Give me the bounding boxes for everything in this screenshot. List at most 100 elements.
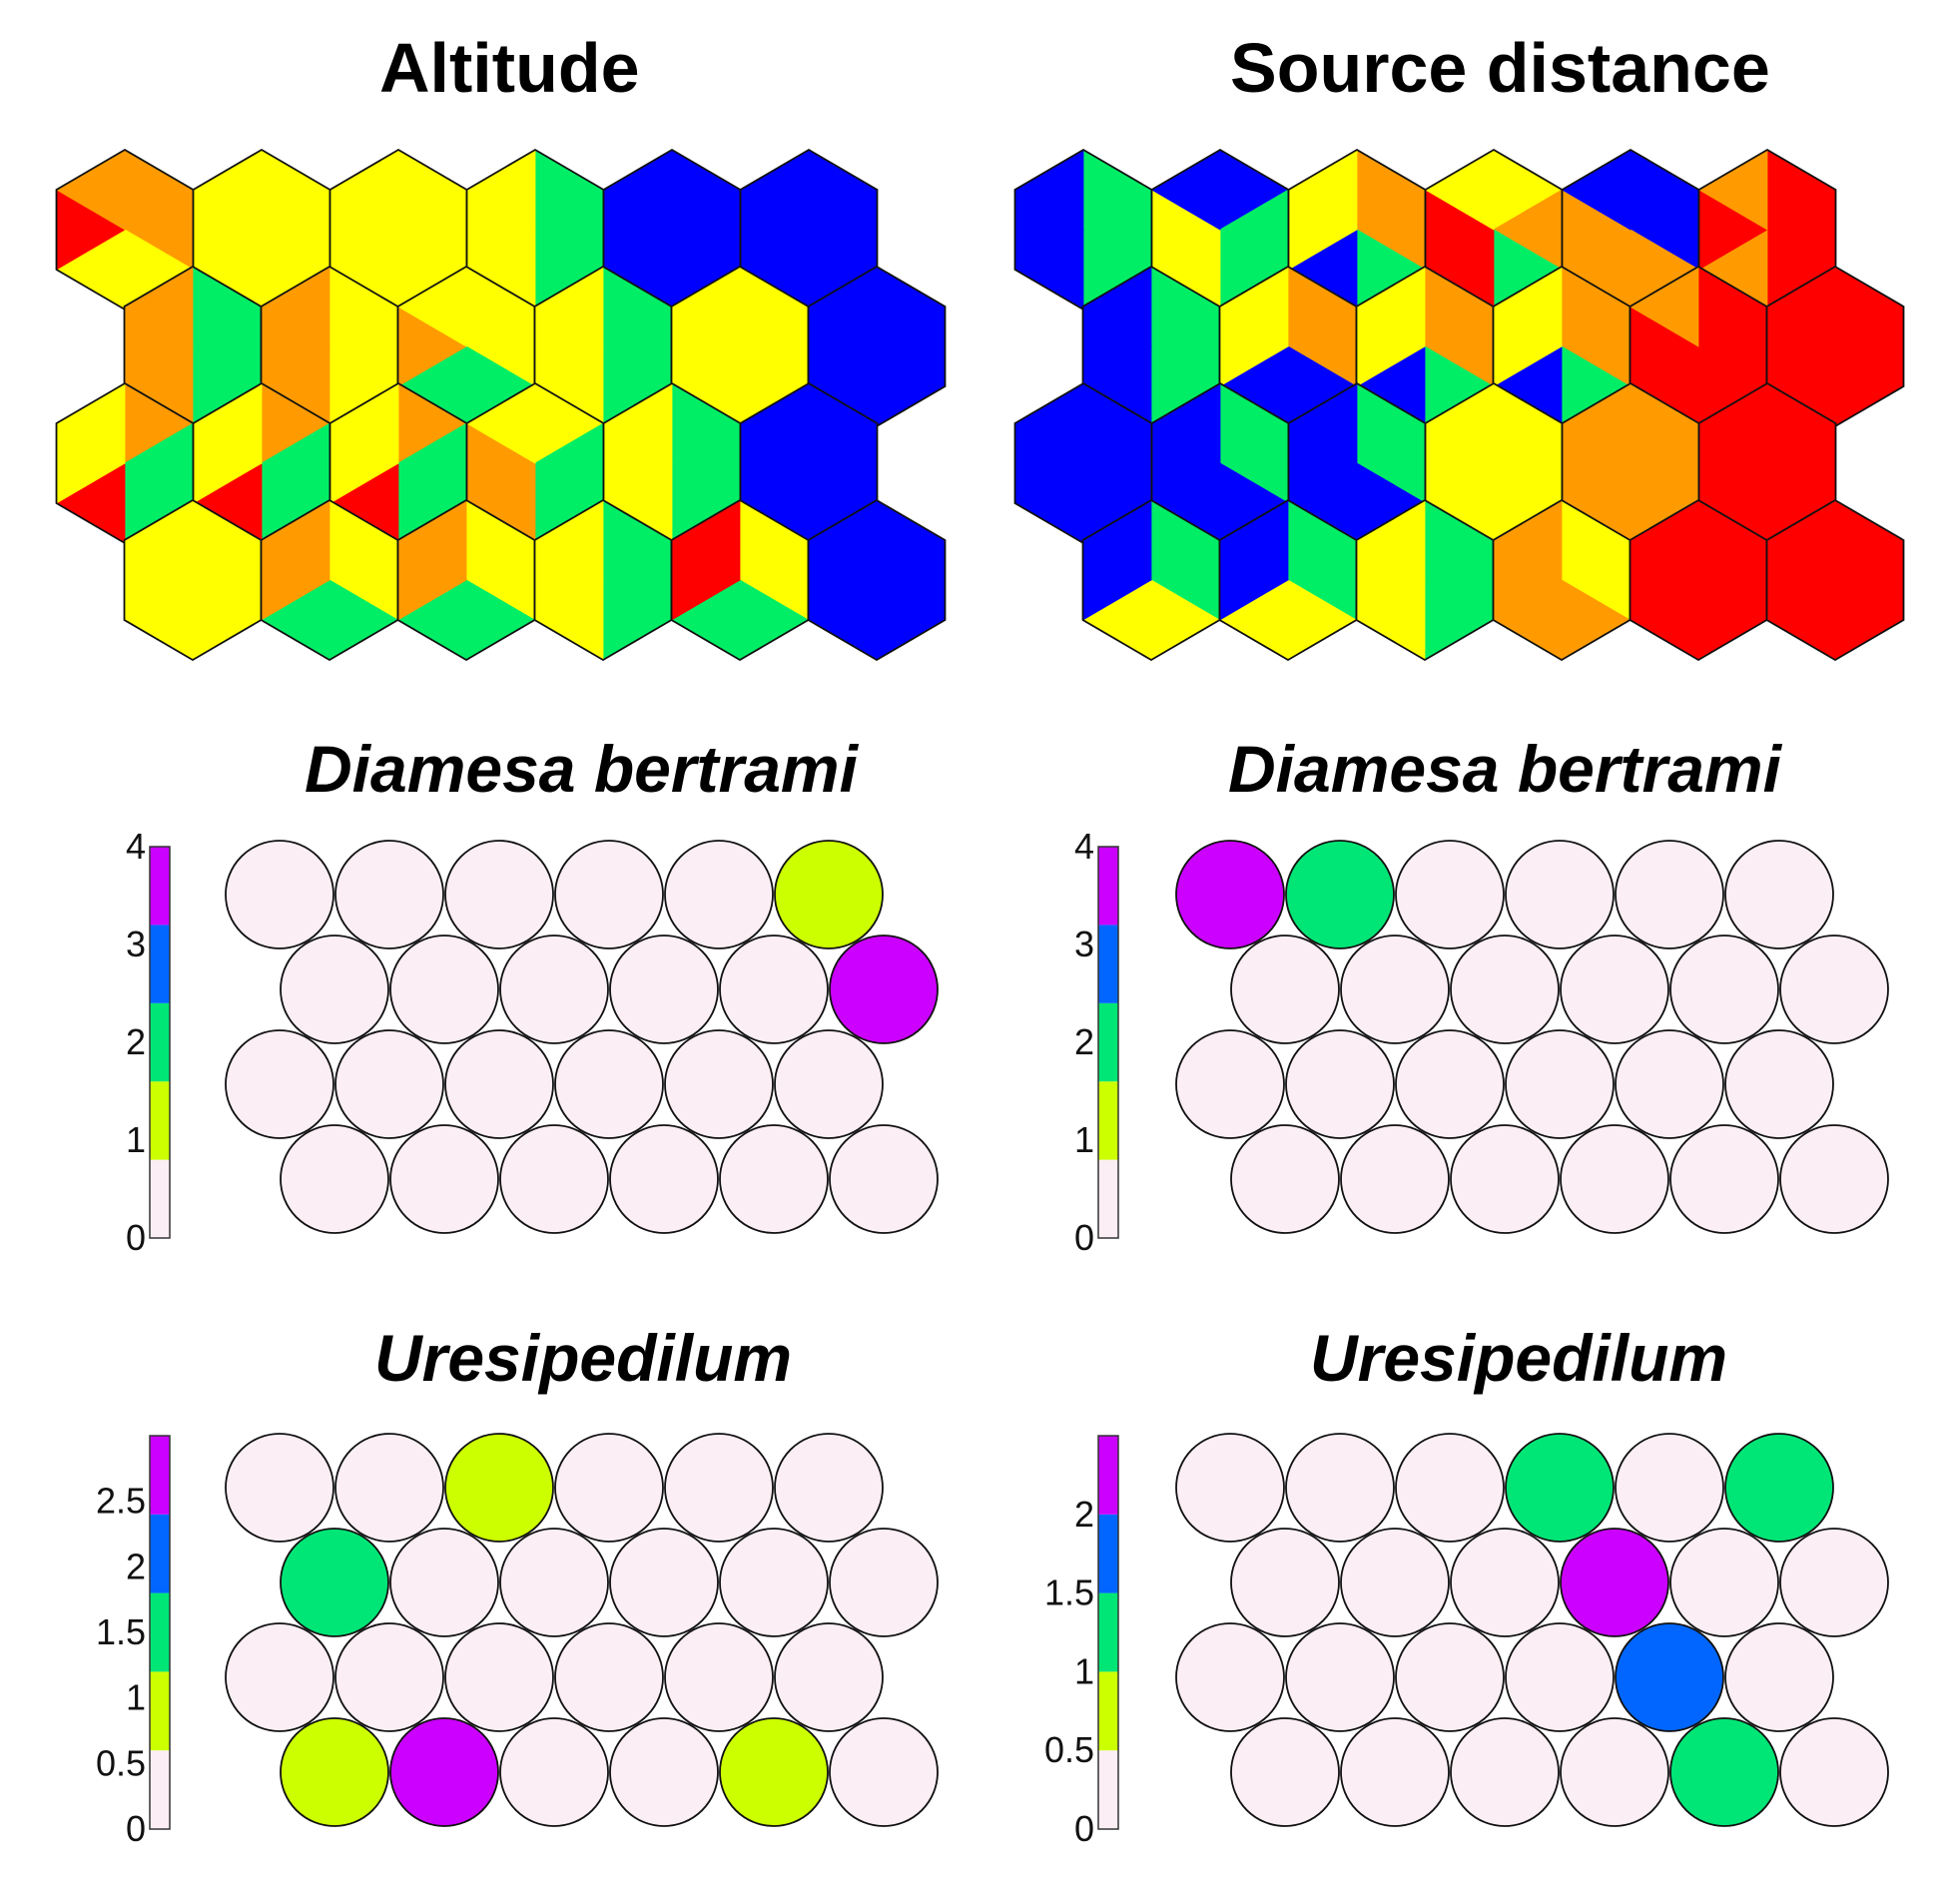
node-circle	[1560, 1124, 1669, 1234]
node-circle	[334, 1622, 444, 1732]
node-circle	[225, 1622, 334, 1732]
node-circle	[1285, 840, 1395, 949]
node-circle	[1175, 1622, 1285, 1732]
colorbar-tick-label: 0.5	[96, 1742, 146, 1783]
colorbar-segment	[150, 1159, 170, 1238]
node-circle	[1395, 1622, 1505, 1732]
hex-cell	[1697, 381, 1837, 545]
node-circle	[609, 1717, 719, 1827]
node-circle	[1724, 840, 1834, 949]
hex-cell	[602, 381, 742, 545]
colorbar-tick-label: 0	[1074, 1217, 1094, 1258]
node-circle	[609, 1528, 719, 1637]
node-circle	[1779, 1528, 1889, 1637]
node-circle	[1340, 935, 1450, 1044]
colorbar-frame	[1097, 1435, 1119, 1830]
hex-cell	[1013, 381, 1153, 545]
colorbar-segment	[150, 925, 170, 1003]
node-circle	[1395, 840, 1505, 949]
diamesa-distance-title: Diamesa bertrami	[1228, 732, 1781, 806]
node-circle	[334, 1029, 444, 1139]
colorbar-tick-label: 1.5	[96, 1611, 146, 1652]
hex-cell	[1355, 265, 1495, 428]
colorbar-tick-label: 1	[126, 1119, 146, 1160]
node-circle	[1779, 1124, 1889, 1234]
node-circle	[334, 840, 444, 949]
colorbar-tick-label: 2	[126, 1021, 146, 1062]
node-circle	[280, 935, 389, 1044]
hex-cell	[1218, 498, 1358, 662]
colorbar-tick-label: 3	[1074, 924, 1094, 964]
colorbar-segment	[150, 1592, 170, 1672]
node-circle	[554, 840, 664, 949]
colorbar-tick-label: 0	[126, 1217, 146, 1258]
colorbar-segment	[1098, 847, 1118, 926]
node-circle	[664, 1029, 774, 1139]
node-circle	[1450, 1124, 1560, 1234]
node-circle	[609, 1124, 719, 1234]
hex-cell	[1492, 265, 1632, 428]
colorbar-tick-label: 3	[126, 924, 146, 964]
node-circle	[1505, 1029, 1615, 1139]
colorbar-tick-label: 0.5	[1044, 1729, 1094, 1770]
hex-cell	[1081, 265, 1221, 428]
node-circle	[444, 1433, 554, 1543]
hex-cell	[396, 265, 536, 428]
hex-cell	[1218, 265, 1358, 428]
hex-cell	[1629, 498, 1768, 662]
node-circle	[1560, 1717, 1669, 1827]
node-circle	[1669, 1124, 1779, 1234]
node-circle	[1505, 1433, 1615, 1543]
hex-cell	[1355, 498, 1495, 662]
colorbar-segment	[1098, 1750, 1118, 1829]
colorbar-tick-label: 2.5	[96, 1481, 146, 1522]
node-circle	[1340, 1124, 1450, 1234]
hex-cell	[1150, 381, 1290, 545]
hex-cell	[602, 148, 742, 312]
hex-cell	[533, 265, 673, 428]
hex-cell	[1287, 148, 1427, 312]
node-circle	[664, 1433, 774, 1543]
colorbar-tick-label: 2	[126, 1546, 146, 1586]
colorbar-segment	[1098, 1081, 1118, 1160]
node-circle	[1230, 1124, 1340, 1234]
colorbar-segment	[150, 1750, 170, 1829]
hex-outline	[1765, 498, 1905, 662]
node-circle	[1669, 935, 1779, 1044]
node-circle	[1285, 1029, 1395, 1139]
node-circle	[499, 935, 609, 1044]
colorbar-tick-label: 2	[1074, 1021, 1094, 1062]
node-circle	[719, 1717, 829, 1827]
colorbar-tick-label: 1	[1074, 1650, 1094, 1691]
node-circle	[1724, 1433, 1834, 1543]
hex-cell	[1561, 381, 1700, 545]
node-circle	[225, 1433, 334, 1543]
node-circle	[829, 935, 939, 1044]
hex-cell	[1081, 498, 1221, 662]
hex-cell	[807, 265, 947, 428]
node-circle	[1560, 1528, 1669, 1637]
node-circle	[1560, 935, 1669, 1044]
hex-cell	[1697, 148, 1837, 312]
node-circle	[1505, 840, 1615, 949]
node-circle	[1669, 1528, 1779, 1637]
node-circle	[1230, 1717, 1340, 1827]
node-circle	[829, 1124, 939, 1234]
node-circle	[609, 935, 719, 1044]
colorbar-segment	[1098, 1159, 1118, 1238]
node-circle	[664, 1622, 774, 1732]
colorbar-segment	[150, 1514, 170, 1593]
node-circle	[499, 1528, 609, 1637]
node-circle	[1779, 935, 1889, 1044]
hex-cell	[1424, 148, 1564, 312]
node-circle	[389, 1528, 499, 1637]
node-circle	[1779, 1717, 1889, 1827]
colorbar-segment	[1098, 1002, 1118, 1082]
colorbar-tick-label: 4	[1074, 826, 1094, 867]
node-circle	[389, 935, 499, 1044]
colorbar-segment	[1098, 1592, 1118, 1672]
node-circle	[1505, 1622, 1615, 1732]
